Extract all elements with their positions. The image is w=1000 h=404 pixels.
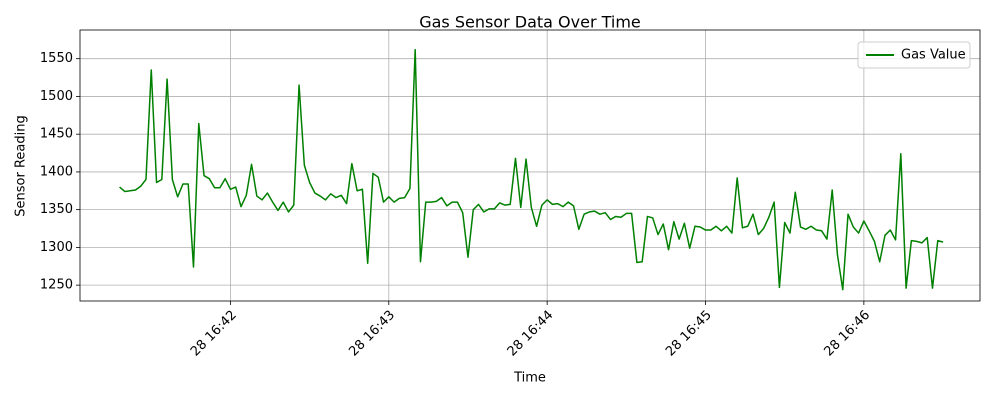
- y-tick-label: 1500: [40, 89, 73, 104]
- y-tick-label: 1250: [40, 278, 73, 293]
- x-axis-label: Time: [513, 371, 546, 386]
- data-line: [119, 48, 944, 291]
- y-tick-label: 1400: [40, 164, 73, 179]
- y-tick-label: 1300: [40, 240, 73, 255]
- plot-frame: [79, 29, 981, 302]
- legend-label: Gas Value: [901, 48, 966, 63]
- y-tick-label: 1450: [40, 127, 73, 142]
- y-tick-label: 1550: [40, 51, 73, 66]
- legend-box: [857, 41, 971, 69]
- y-axis-label: Sensor Reading: [14, 115, 29, 216]
- chart-title: Gas Sensor Data Over Time: [419, 13, 641, 32]
- y-tick-label: 1350: [40, 202, 73, 217]
